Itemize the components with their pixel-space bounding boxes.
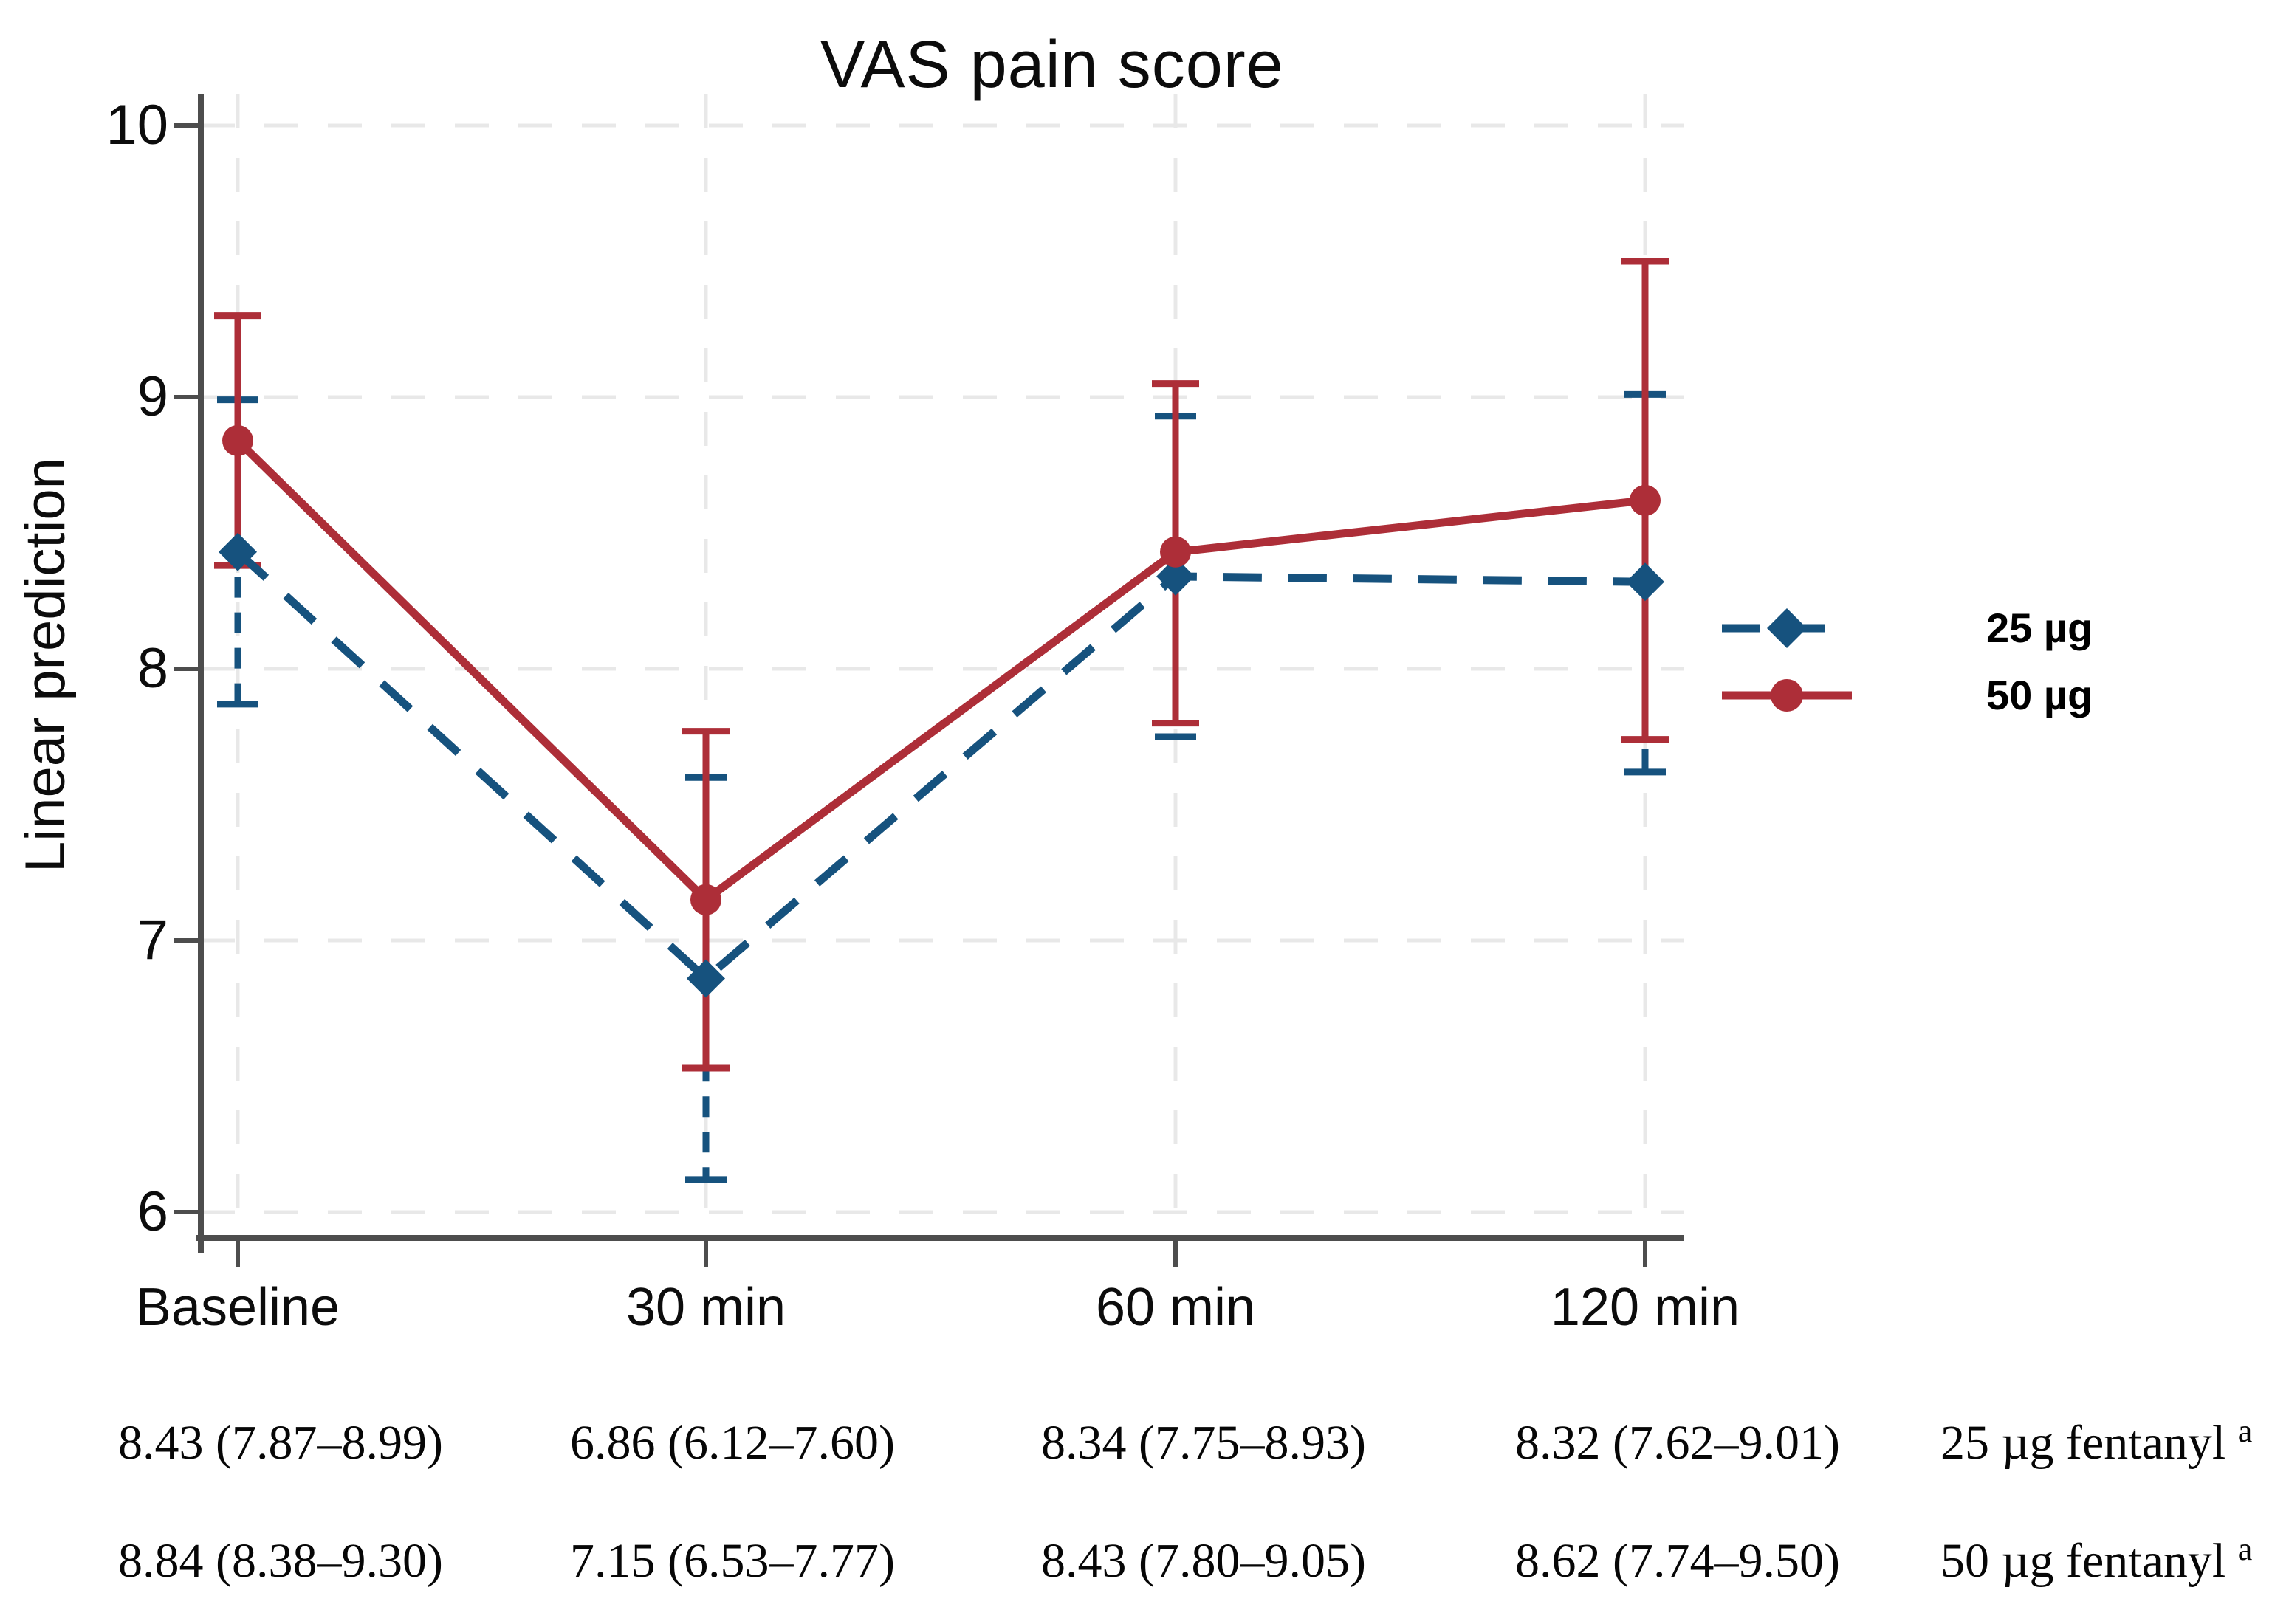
data-point-marker — [1767, 608, 1807, 648]
legend-label-25-ug: 25 µg — [1986, 605, 2093, 651]
x-tick-label-120-min: 120 min — [1550, 1278, 1740, 1337]
series-25-ug-line — [235, 548, 1646, 984]
data-point-marker — [1630, 484, 1661, 516]
table-cell: 8.62 (7.74–9.50) — [1515, 1534, 1840, 1588]
table-cell: 6.86 (6.12–7.60) — [570, 1416, 895, 1470]
data-point-marker — [1156, 557, 1195, 596]
table-cell: 8.34 (7.75–8.93) — [1041, 1416, 1366, 1470]
table-row-label: 25 µg fentanyl a — [1940, 1409, 2265, 1477]
series-50-ug-markers — [222, 424, 1661, 915]
table-cell: 8.43 (7.80–9.05) — [1041, 1534, 1366, 1588]
table-row-label-text: 25 µg fentanyl — [1940, 1416, 2238, 1470]
gridlines — [201, 94, 1684, 1238]
y-tick-label-7: 7 — [137, 909, 168, 971]
table-row-label-superscript: a — [2237, 1531, 2253, 1567]
table-cell: 7.15 (6.53–7.77) — [570, 1534, 895, 1588]
y-tick-label-8: 8 — [137, 637, 168, 700]
data-point-marker — [1160, 536, 1191, 568]
table-row-label: 50 µg fentanyl a — [1940, 1527, 2265, 1595]
table-row-label-text: 50 µg fentanyl — [1940, 1534, 2238, 1588]
axes — [174, 94, 1684, 1267]
legend-label-50-ug: 50 µg — [1986, 672, 2093, 718]
table-cell: 8.84 (8.38–9.30) — [118, 1534, 443, 1588]
x-tick-label-baseline: Baseline — [135, 1278, 340, 1337]
data-point-marker — [690, 884, 721, 915]
table-row-label-superscript: a — [2237, 1413, 2253, 1449]
series-25-ug-markers — [219, 532, 1664, 998]
data-point-marker — [222, 424, 253, 456]
chart-title: VAS pain score — [820, 28, 1284, 102]
table-cell: 8.32 (7.62–9.01) — [1515, 1416, 1840, 1470]
table-cell: 8.43 (7.87–8.99) — [118, 1416, 443, 1470]
x-tick-label-60-min: 60 min — [1095, 1278, 1256, 1337]
data-point-marker — [1771, 679, 1803, 712]
y-tick-label-6: 6 — [137, 1180, 168, 1243]
legend-sample-50-ug — [1722, 679, 1852, 712]
data-point-marker — [687, 959, 725, 998]
data-point-marker — [219, 532, 257, 571]
series-50-ug-error-bars — [214, 258, 1669, 1072]
series-25-ug-error-bars — [217, 390, 1666, 1183]
x-tick-label-30-min: 30 min — [625, 1278, 786, 1337]
y-tick-label-9: 9 — [137, 365, 168, 428]
series-50-ug-line — [235, 437, 1646, 906]
y-tick-label-10: 10 — [106, 94, 168, 156]
data-point-marker — [1626, 562, 1664, 602]
legend-sample-25-ug — [1722, 608, 1852, 648]
